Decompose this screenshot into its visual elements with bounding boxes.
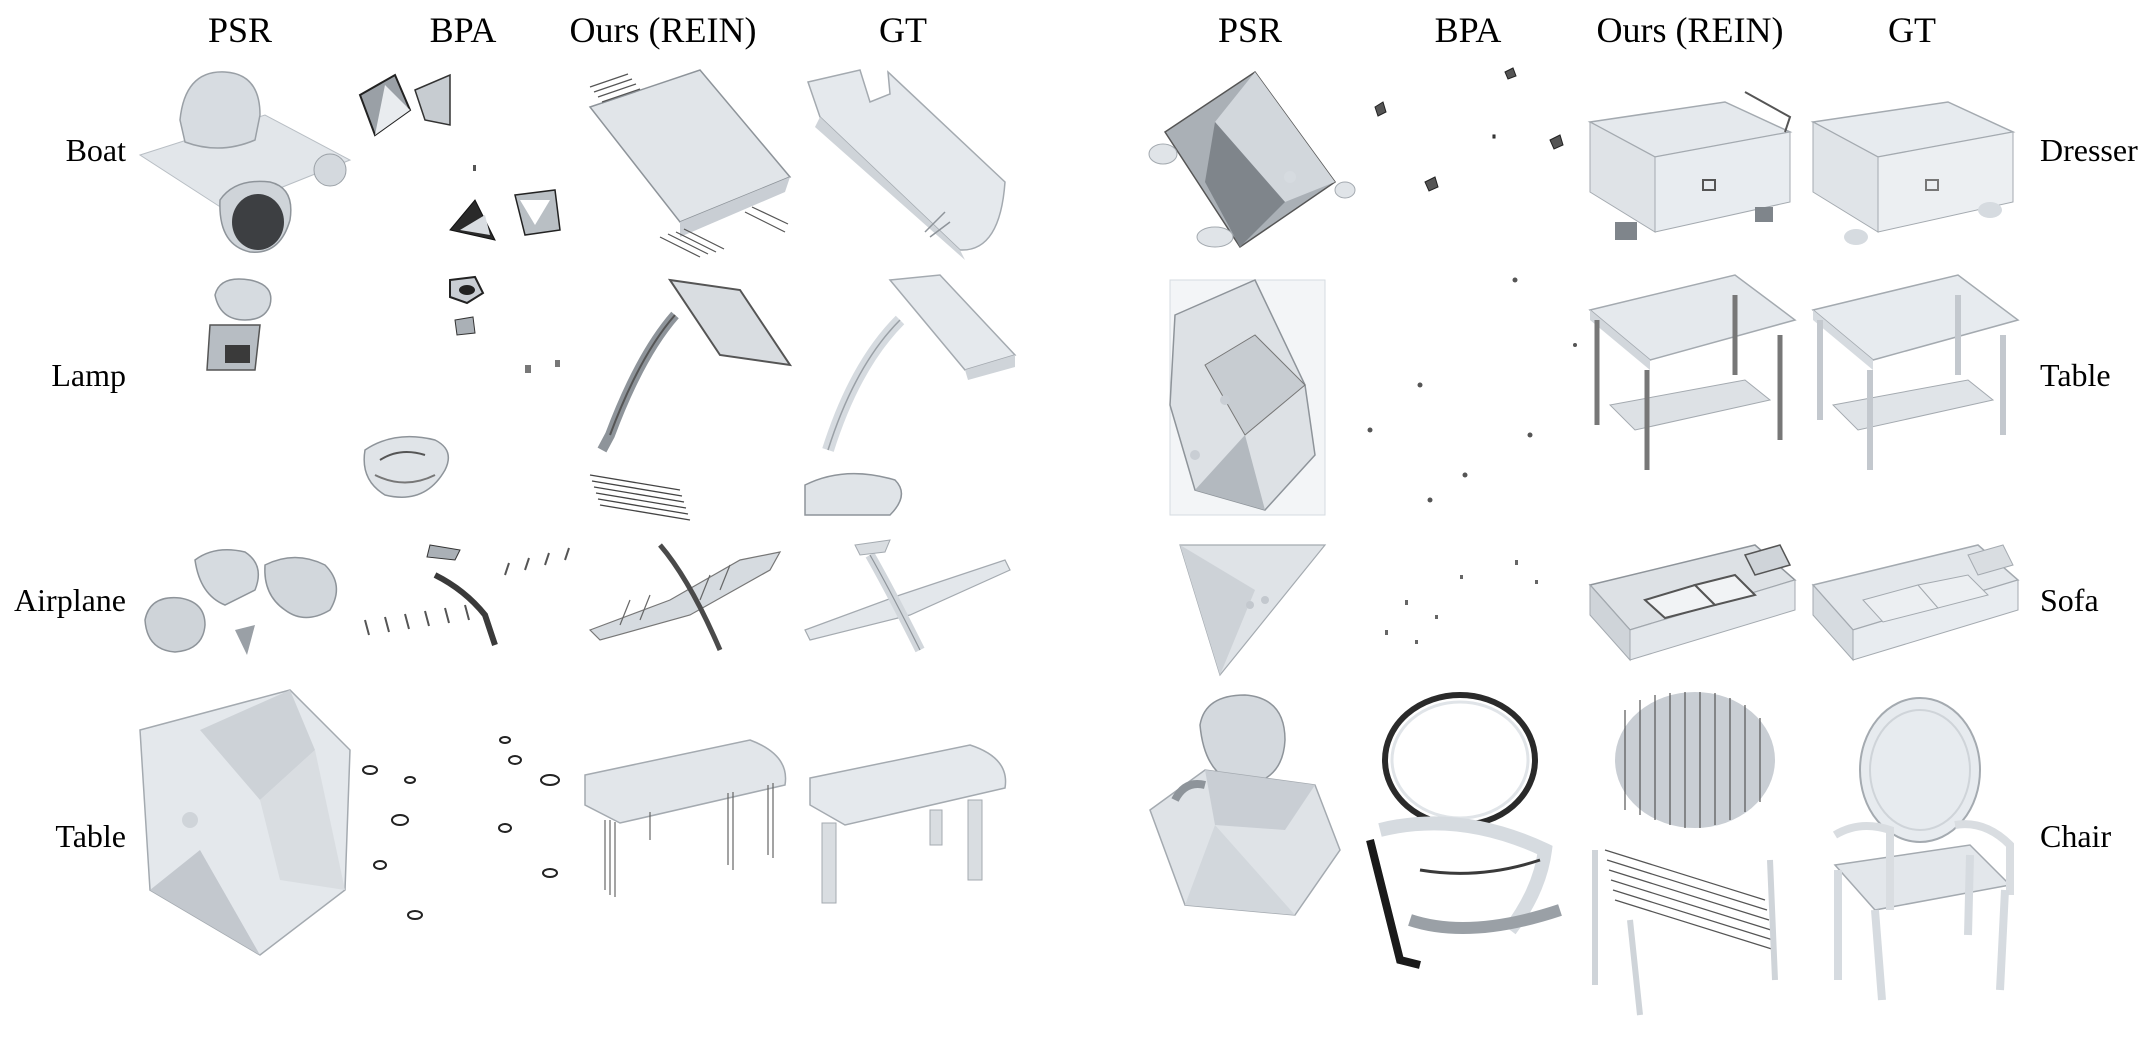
render-lamp-gt: [800, 274, 1017, 520]
render-dresser-bpa: [1365, 62, 1575, 262]
right-row-label-sofa: Sofa: [2040, 582, 2099, 618]
right-row-label-dresser: Dresser: [2040, 132, 2138, 168]
render-dresser-ours: [1585, 62, 1800, 262]
left-col-header-ours: Ours (REIN): [569, 10, 757, 50]
left-row-label-table: Table: [55, 818, 126, 854]
render-sofa-ours: [1585, 540, 1797, 670]
render-lamp-bpa: [355, 275, 575, 530]
left-row-label-lamp: Lamp: [51, 357, 126, 393]
render-chair-gt: [1820, 695, 2020, 1005]
right-col-header-gt: GT: [1888, 10, 1936, 50]
left-col-header-gt: GT: [879, 10, 927, 50]
render-sofa-bpa: [1365, 540, 1575, 670]
render-lamp-psr: [195, 275, 305, 375]
render-table2-ours: [1585, 274, 1797, 485]
render-table2-gt: [1808, 274, 2020, 485]
render-sofa-psr: [1175, 540, 1330, 680]
render-boat-ours: [580, 62, 792, 262]
render-chair-psr: [1145, 690, 1345, 920]
render-chair-bpa: [1360, 690, 1575, 980]
render-table-psr: [139, 689, 355, 960]
right-col-header-ours: Ours (REIN): [1596, 10, 1784, 50]
render-table-ours: [580, 735, 790, 915]
render-boat-bpa: [355, 65, 570, 265]
left-col-header-bpa: BPA: [429, 10, 497, 50]
render-table-bpa: [355, 725, 575, 935]
render-table2-psr: [1165, 275, 1330, 520]
right-row-label-table: Table: [2040, 357, 2111, 393]
render-airplane-ours: [580, 540, 790, 660]
render-airplane-gt: [800, 539, 1015, 660]
render-lamp-ours: [580, 275, 793, 521]
render-airplane-psr: [135, 540, 350, 665]
render-table2-bpa: [1365, 275, 1577, 520]
render-chair-ours: [1585, 690, 1795, 1020]
right-col-header-bpa: BPA: [1434, 10, 1502, 50]
render-dresser-gt: [1808, 62, 2023, 262]
right-col-header-psr: PSR: [1217, 10, 1283, 50]
render-boat-psr: [138, 60, 352, 260]
render-table-gt: [800, 740, 1015, 915]
left-row-label-boat: Boat: [65, 132, 126, 168]
left-row-label-airplane: Airplane: [14, 582, 126, 618]
render-sofa-gt: [1808, 540, 2023, 670]
render-airplane-bpa: [355, 535, 575, 665]
right-row-label-chair: Chair: [2040, 818, 2112, 854]
left-col-header-psr: PSR: [207, 10, 273, 50]
render-dresser-psr: [1145, 62, 1356, 262]
render-boat-gt: [800, 62, 1015, 262]
